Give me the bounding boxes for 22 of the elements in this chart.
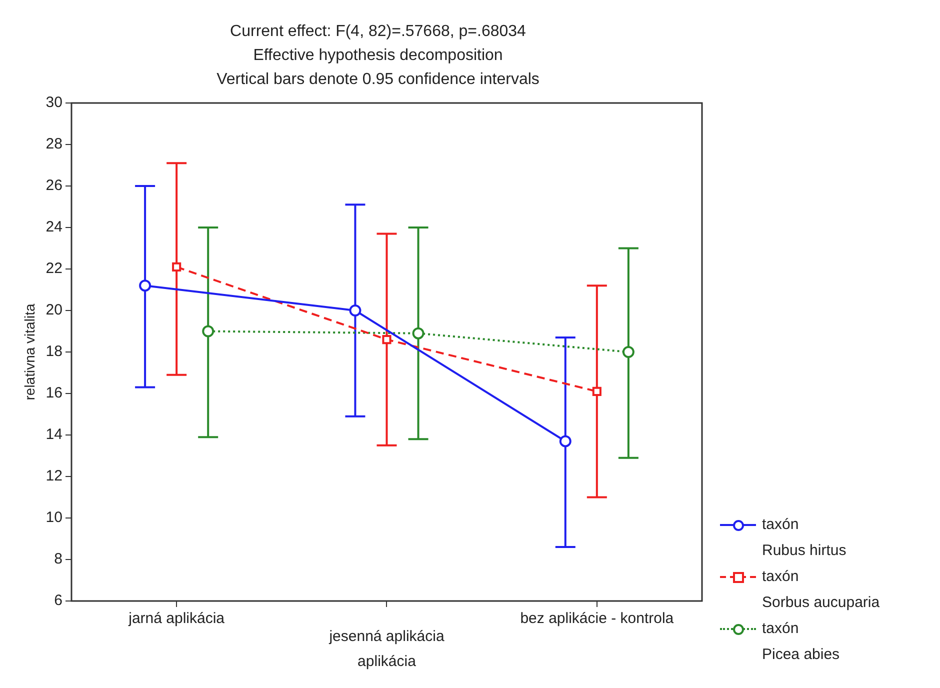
- y-tick-label: 6: [54, 592, 62, 610]
- y-tick-label: 28: [46, 136, 62, 153]
- x-tick-label: jarná aplikácia: [128, 610, 226, 628]
- y-axis-title: relativna vitalita: [21, 304, 38, 400]
- y-tick-label: 20: [46, 302, 62, 319]
- y-tick-label: 12: [46, 468, 62, 485]
- y-tick-label: 22: [46, 260, 62, 278]
- y-tick-label: 26: [46, 177, 62, 194]
- y-tick-label: 30: [46, 94, 62, 112]
- legend-label: taxón Picea abies: [762, 619, 840, 665]
- chart-title: Current effect: F(4, 82)=.57668, p=.68034: [229, 22, 527, 42]
- y-tick-label: 14: [46, 426, 62, 444]
- text: Vertical bars denote 0.95 confidence intervals: [216, 70, 540, 90]
- x-tick-label: bez aplikácie - kontrola: [520, 610, 674, 628]
- y-tick-label: 16: [46, 384, 62, 402]
- y-tick-label: 18: [46, 343, 62, 360]
- y-tick-label: 10: [46, 509, 62, 526]
- x-axis-title: aplikácia: [358, 653, 417, 670]
- y-tick-label: 24: [46, 218, 62, 236]
- chart-subtitle: Effective hypothesis decomposition: [252, 46, 504, 66]
- x-tick-label: jesenná aplikácia: [328, 628, 445, 646]
- y-tick-label: 8: [54, 550, 62, 568]
